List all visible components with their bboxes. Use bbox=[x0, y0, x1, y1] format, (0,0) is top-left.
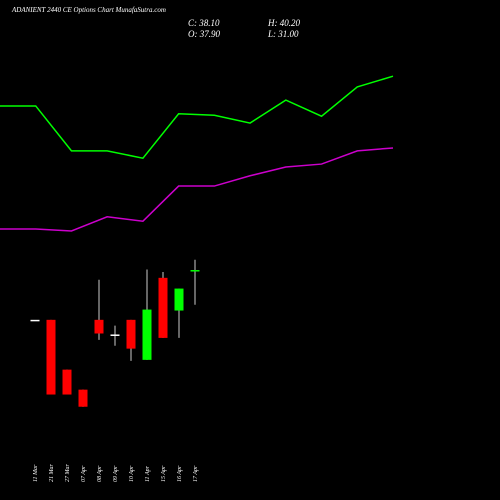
x-tick-label: 10 Apr bbox=[129, 465, 135, 482]
x-tick-label: 11 Mar bbox=[33, 464, 39, 482]
x-tick-label: 08 Apr bbox=[97, 465, 103, 482]
chart-title: ADANIENT 2440 CE Options Chart MunafaSut… bbox=[11, 6, 166, 14]
candle-body bbox=[78, 389, 88, 407]
candle-body bbox=[30, 319, 40, 322]
info-open: O: 37.90 bbox=[188, 29, 220, 39]
x-tick-label: 15 Apr bbox=[161, 465, 167, 482]
x-tick-label: 09 Apr bbox=[113, 465, 119, 482]
candle-body bbox=[94, 319, 104, 334]
candle-body bbox=[110, 334, 120, 336]
candle-body bbox=[62, 369, 72, 395]
info-close: C: 38.10 bbox=[188, 18, 220, 28]
indicator-line bbox=[0, 75, 394, 160]
x-tick-label: 11 Apr bbox=[145, 465, 151, 482]
x-tick-label: 27 Mar bbox=[65, 464, 71, 482]
info-high: H: 40.20 bbox=[267, 18, 300, 28]
candle-body bbox=[142, 309, 152, 360]
candle-body bbox=[174, 288, 184, 311]
x-tick-label: 17 Apr bbox=[193, 465, 199, 482]
x-tick-label: 21 Mar bbox=[49, 464, 55, 482]
x-tick-label: 16 Apr bbox=[177, 465, 183, 482]
candle-body bbox=[46, 319, 56, 395]
candle-body bbox=[158, 277, 168, 338]
candle-body bbox=[126, 319, 136, 349]
candle-body bbox=[190, 270, 200, 272]
info-low: L: 31.00 bbox=[267, 29, 299, 39]
indicator-line bbox=[0, 147, 394, 232]
x-tick-label: 07 Apr bbox=[81, 465, 87, 482]
